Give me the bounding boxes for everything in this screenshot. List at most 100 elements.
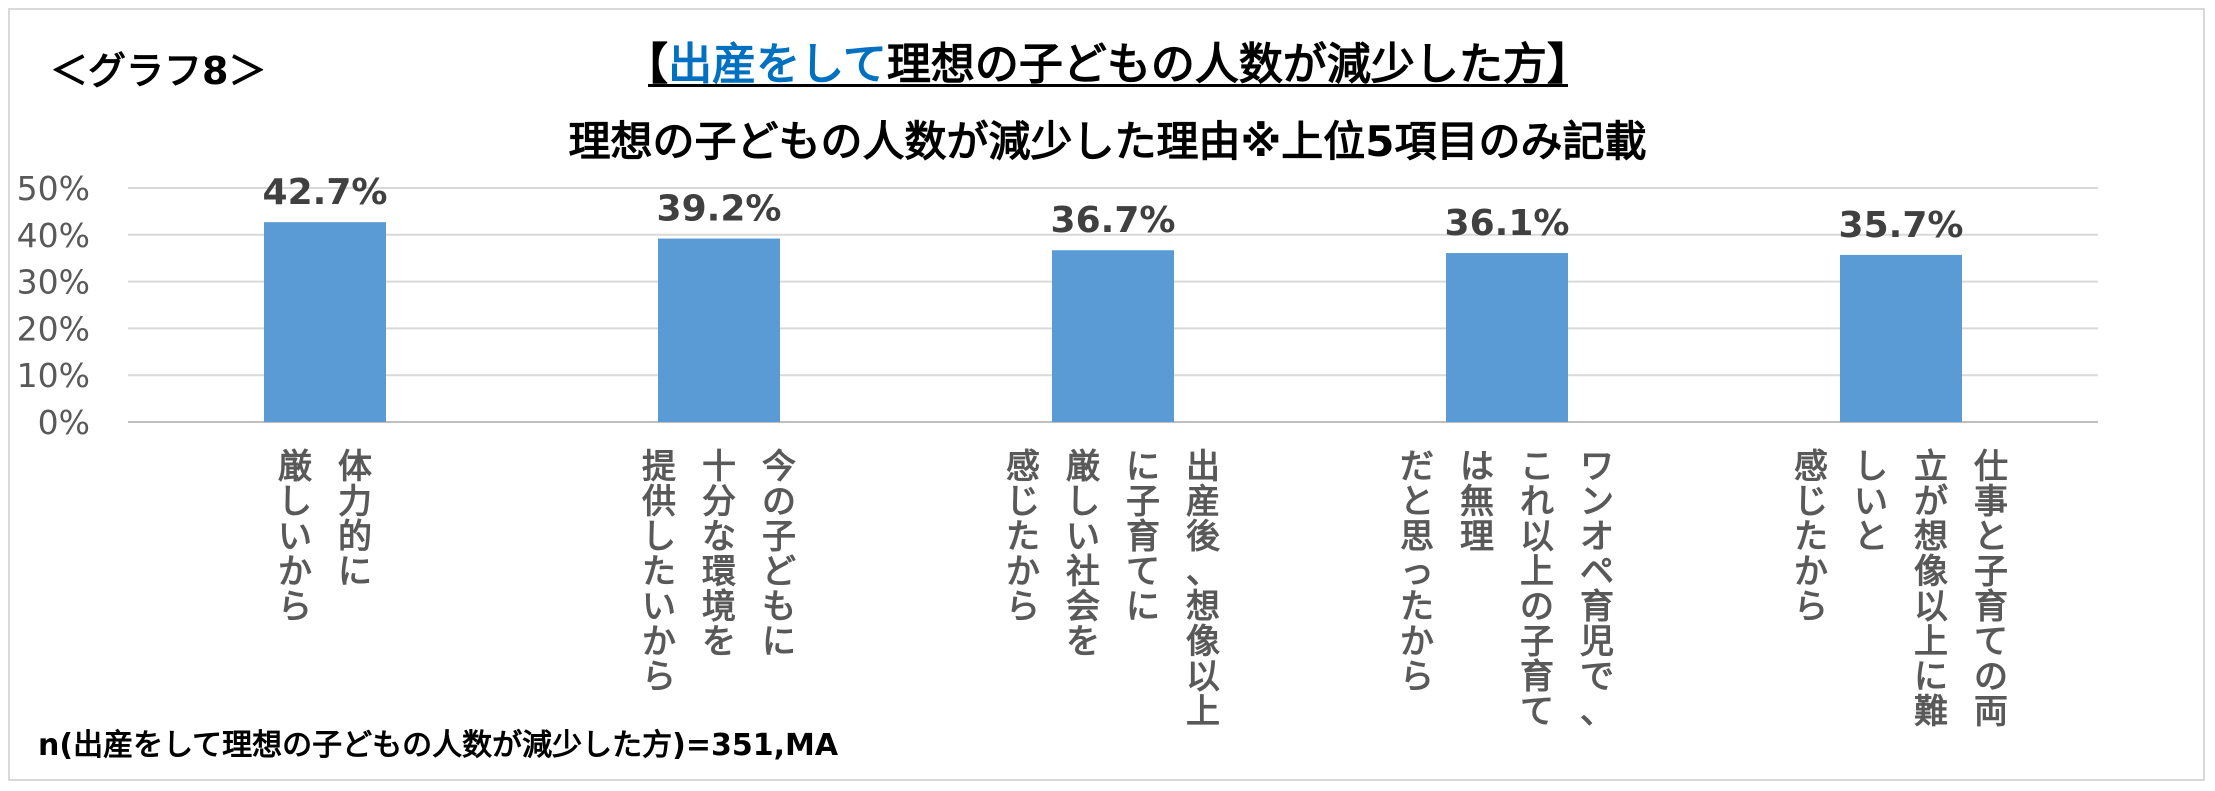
category-label-char: 想: [1914, 517, 1948, 557]
page-title: 【出産をして理想の子どもの人数が減少した方】: [0, 28, 2215, 92]
category-label-char: で: [1580, 657, 1614, 697]
category-label-char: 立: [1914, 447, 1948, 487]
category-label-char: 上: [1520, 552, 1554, 592]
category-label-char: か: [1006, 552, 1040, 592]
category-label-char: 今: [762, 447, 796, 487]
category-label-char: ら: [1400, 657, 1434, 697]
category-label-char: な: [702, 517, 736, 557]
category-label-char: 育: [1580, 587, 1614, 627]
bar: [1052, 250, 1174, 422]
category-label-char: 社: [1066, 552, 1100, 592]
category-label-char: と: [1854, 517, 1888, 557]
category-label-char: 育: [1974, 587, 2008, 627]
category-label-char: 的: [338, 517, 372, 557]
category-label-char: ら: [278, 587, 312, 627]
category-label-char: に: [1126, 447, 1160, 487]
category-label-char: ら: [642, 657, 676, 697]
category-label-char: 以: [1520, 517, 1554, 557]
category-label-char: 供: [641, 482, 676, 522]
y-tick-label: 40%: [17, 216, 90, 255]
category-label-char: 育: [1126, 517, 1160, 557]
category-label-char: じ: [1794, 482, 1828, 522]
category-label-char: 力: [338, 482, 372, 522]
data-label: 42.7%: [263, 172, 388, 213]
category-label-char: て: [1126, 552, 1160, 592]
category-label-char: に: [338, 552, 372, 592]
category-label-char: れ: [1520, 482, 1554, 522]
category-label-char: の: [1520, 587, 1554, 627]
category-label-char: 厳: [1066, 447, 1101, 487]
category-label-char: に: [762, 622, 796, 662]
category-label-char: を: [702, 622, 736, 662]
category-label-char: 子: [1974, 552, 2008, 592]
category-label-char: じ: [1006, 482, 1040, 522]
category-label-char: に: [1914, 657, 1948, 697]
category-label-char: 以: [1914, 587, 1948, 627]
category-label-char: か: [278, 552, 312, 592]
category-label-char: だ: [1400, 447, 1434, 487]
category-label-char: 仕: [1974, 447, 2008, 487]
category-label-char: ワ: [1580, 447, 1614, 487]
category-label-char: 環: [702, 552, 736, 592]
data-label: 39.2%: [657, 189, 782, 230]
category-label-char: 育: [1520, 657, 1554, 697]
category-label-char: 理: [1460, 517, 1494, 557]
category-label-char: を: [1066, 622, 1100, 662]
category-label-char: 無: [1460, 482, 1494, 522]
title-rest: 理想の子どもの人数が減少した方】: [886, 39, 1591, 90]
bar: [658, 238, 780, 422]
category-label-char: て: [1974, 622, 2008, 662]
category-label-char: か: [1400, 622, 1434, 662]
category-label-char: 厳: [278, 447, 313, 487]
category-label-char: い: [1854, 482, 1888, 522]
category-label-char: 会: [1066, 587, 1100, 627]
category-label-char: 分: [702, 482, 736, 522]
category-label-char: し: [278, 482, 312, 522]
category-label-char: か: [642, 622, 676, 662]
category-label-char: 子: [1126, 482, 1160, 522]
category-label-char: 上: [1914, 622, 1948, 662]
category-label-char: 子: [762, 517, 796, 557]
category-label-char: の: [1974, 657, 2008, 697]
category-label-char: ペ: [1580, 552, 1614, 592]
category-label-char: た: [642, 552, 676, 592]
category-label-char: い: [278, 517, 312, 557]
bar: [1446, 253, 1568, 422]
bar: [264, 222, 386, 422]
category-label-char: た: [1400, 587, 1434, 627]
category-label-char: ど: [762, 552, 796, 592]
category-label-char: が: [1914, 482, 1948, 522]
y-tick-label: 20%: [17, 309, 90, 348]
chart-subtitle: 理想の子どもの人数が減少した理由※上位5項目のみ記載: [568, 117, 1647, 166]
bar: [1840, 254, 1962, 422]
category-label-char: 子: [1520, 622, 1554, 662]
footnote: n(出産をして理想の子どもの人数が減少した方)=351,MA: [38, 728, 839, 763]
category-label-char: 感: [1006, 447, 1040, 487]
y-tick-label: 0%: [38, 403, 90, 442]
category-label-char: い: [642, 587, 676, 627]
y-tick-label: 50%: [17, 169, 90, 208]
title-prefix: 【: [624, 39, 669, 90]
category-label-char: 十: [702, 447, 736, 487]
category-label-char: ら: [1794, 587, 1828, 627]
category-label-char: ら: [1006, 587, 1040, 627]
category-label-char: 感: [1794, 447, 1828, 487]
category-label-char: こ: [1520, 447, 1554, 487]
category-label-char: 、: [1186, 552, 1220, 592]
category-label-char: 体: [338, 447, 372, 487]
category-label-char: と: [1400, 482, 1434, 522]
category-label-char: 像: [1186, 622, 1220, 662]
category-label-char: い: [1066, 517, 1100, 557]
category-label-char: 両: [1974, 692, 2008, 732]
data-label: 36.7%: [1051, 200, 1176, 241]
category-label-char: の: [762, 482, 796, 522]
category-label-char: し: [1854, 447, 1888, 487]
category-label-char: 以: [1186, 657, 1220, 697]
category-label-char: し: [642, 517, 676, 557]
category-label-char: っ: [1400, 552, 1434, 592]
category-label-char: 児: [1580, 622, 1614, 662]
category-label-char: 事: [1974, 482, 2008, 522]
data-label: 36.1%: [1445, 203, 1570, 244]
title-underline: [648, 84, 1568, 87]
category-label-char: オ: [1580, 517, 1614, 557]
